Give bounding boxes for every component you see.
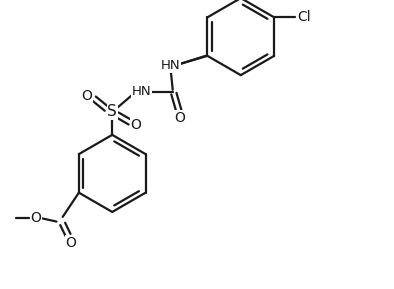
Text: HN: HN <box>161 59 180 72</box>
Text: HN: HN <box>131 85 151 98</box>
Text: O: O <box>30 212 41 225</box>
Text: O: O <box>66 236 76 250</box>
Text: O: O <box>174 111 185 125</box>
Text: O: O <box>82 88 93 103</box>
Text: S: S <box>107 104 117 119</box>
Text: Cl: Cl <box>297 10 311 24</box>
Text: O: O <box>131 118 141 132</box>
